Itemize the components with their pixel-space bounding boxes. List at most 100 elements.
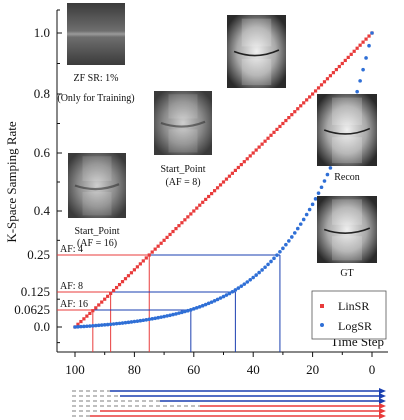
x-tick-label: 80 — [128, 362, 141, 377]
linsr-point — [305, 98, 309, 102]
logsr-point — [224, 293, 229, 297]
logsr-point — [251, 275, 255, 280]
linsr-point — [251, 151, 255, 155]
logsr-point — [174, 312, 178, 316]
linsr-point — [174, 227, 178, 231]
logsr-point — [290, 235, 294, 239]
logsr-point — [156, 315, 160, 320]
linsr-point — [198, 203, 202, 207]
gt-image — [317, 196, 377, 263]
linsr-point — [183, 218, 187, 222]
y-tick-label: 1.0 — [34, 25, 50, 40]
linsr-point — [275, 127, 279, 131]
logsr-point — [328, 166, 333, 170]
caption-af8-line1: Start_Point — [160, 164, 205, 175]
x-tick-label: 60 — [187, 362, 200, 377]
logsr-point — [278, 250, 282, 254]
logsr-point — [260, 268, 264, 272]
logsr-point — [93, 323, 98, 328]
joint-line — [74, 183, 120, 191]
linsr-point — [76, 322, 80, 326]
logsr-point — [192, 307, 196, 311]
logsr-point — [304, 212, 309, 217]
linsr-point — [88, 311, 92, 315]
logsr-point — [248, 278, 253, 282]
logsr-point — [147, 317, 152, 322]
zf-image — [67, 3, 125, 65]
logsr-point — [301, 217, 306, 222]
linsr-point — [156, 244, 160, 248]
linsr-point — [319, 83, 324, 87]
arrow-head — [379, 388, 386, 394]
linsr-point — [337, 64, 341, 69]
tibia-shape — [332, 137, 362, 164]
linsr-point — [135, 265, 139, 269]
logsr-point — [298, 222, 303, 226]
joint-line — [160, 120, 206, 128]
linsr-point — [147, 253, 151, 257]
logsr-point — [206, 301, 211, 306]
linsr-point — [346, 55, 350, 59]
logsr-point — [85, 324, 89, 329]
logsr-point — [233, 288, 238, 292]
linsr-point — [239, 163, 243, 167]
linsr-point — [349, 52, 353, 56]
tibia-shape — [168, 129, 198, 153]
arrow-head — [379, 393, 386, 399]
linsr-point — [171, 229, 175, 234]
y-axis-title: K-Space Samping Rate — [4, 121, 19, 243]
logsr-point — [180, 310, 184, 315]
caption-gt: GT — [340, 268, 353, 279]
logsr-point — [117, 321, 122, 326]
linsr-point — [278, 124, 282, 129]
logsr-point — [200, 303, 205, 308]
legend-marker-logsr — [320, 323, 324, 327]
linsr-point — [316, 86, 321, 90]
linsr-point — [293, 110, 297, 114]
linsr-point — [207, 194, 211, 199]
linsr-point — [364, 37, 368, 41]
linsr-point — [153, 247, 157, 251]
arrow-head — [379, 403, 386, 409]
linsr-point — [308, 95, 312, 99]
linsr-point — [94, 306, 98, 310]
linsr-point — [302, 101, 306, 105]
y-tick-label: 0.25 — [27, 247, 50, 262]
linsr-point — [287, 116, 291, 120]
linsr-point — [340, 61, 344, 66]
linsr-point — [215, 186, 220, 190]
logsr-point — [203, 302, 208, 307]
logsr-point — [99, 323, 104, 327]
logsr-point — [212, 299, 217, 303]
linsr-point — [150, 250, 154, 254]
y-tick-label: 0.0625 — [14, 302, 50, 317]
logsr-point — [165, 314, 169, 318]
logsr-point — [287, 239, 291, 243]
legend-box — [311, 290, 387, 340]
linsr-point — [201, 200, 205, 204]
logsr-point — [105, 322, 110, 327]
logsr-point — [275, 253, 279, 257]
linsr-point — [126, 274, 131, 278]
x-tick-label: 40 — [247, 362, 260, 377]
linsr-point — [109, 291, 113, 296]
logsr-point — [79, 324, 83, 329]
logsr-point — [236, 286, 241, 290]
logsr-point — [239, 284, 244, 288]
logsr-point — [221, 294, 226, 299]
logsr-point — [76, 325, 80, 329]
logsr-point — [168, 313, 172, 318]
linsr-point — [343, 58, 347, 63]
logsr-point — [82, 324, 86, 329]
linsr-point — [245, 157, 249, 161]
logsr-point — [310, 202, 315, 207]
linsr-point — [82, 317, 86, 321]
joint-line — [323, 227, 371, 234]
logsr-point — [162, 314, 166, 319]
linsr-point — [284, 118, 288, 123]
tibia-shape — [82, 192, 112, 216]
tibia-shape — [332, 236, 362, 261]
logsr-point — [370, 31, 374, 35]
linsr-point — [361, 40, 365, 44]
